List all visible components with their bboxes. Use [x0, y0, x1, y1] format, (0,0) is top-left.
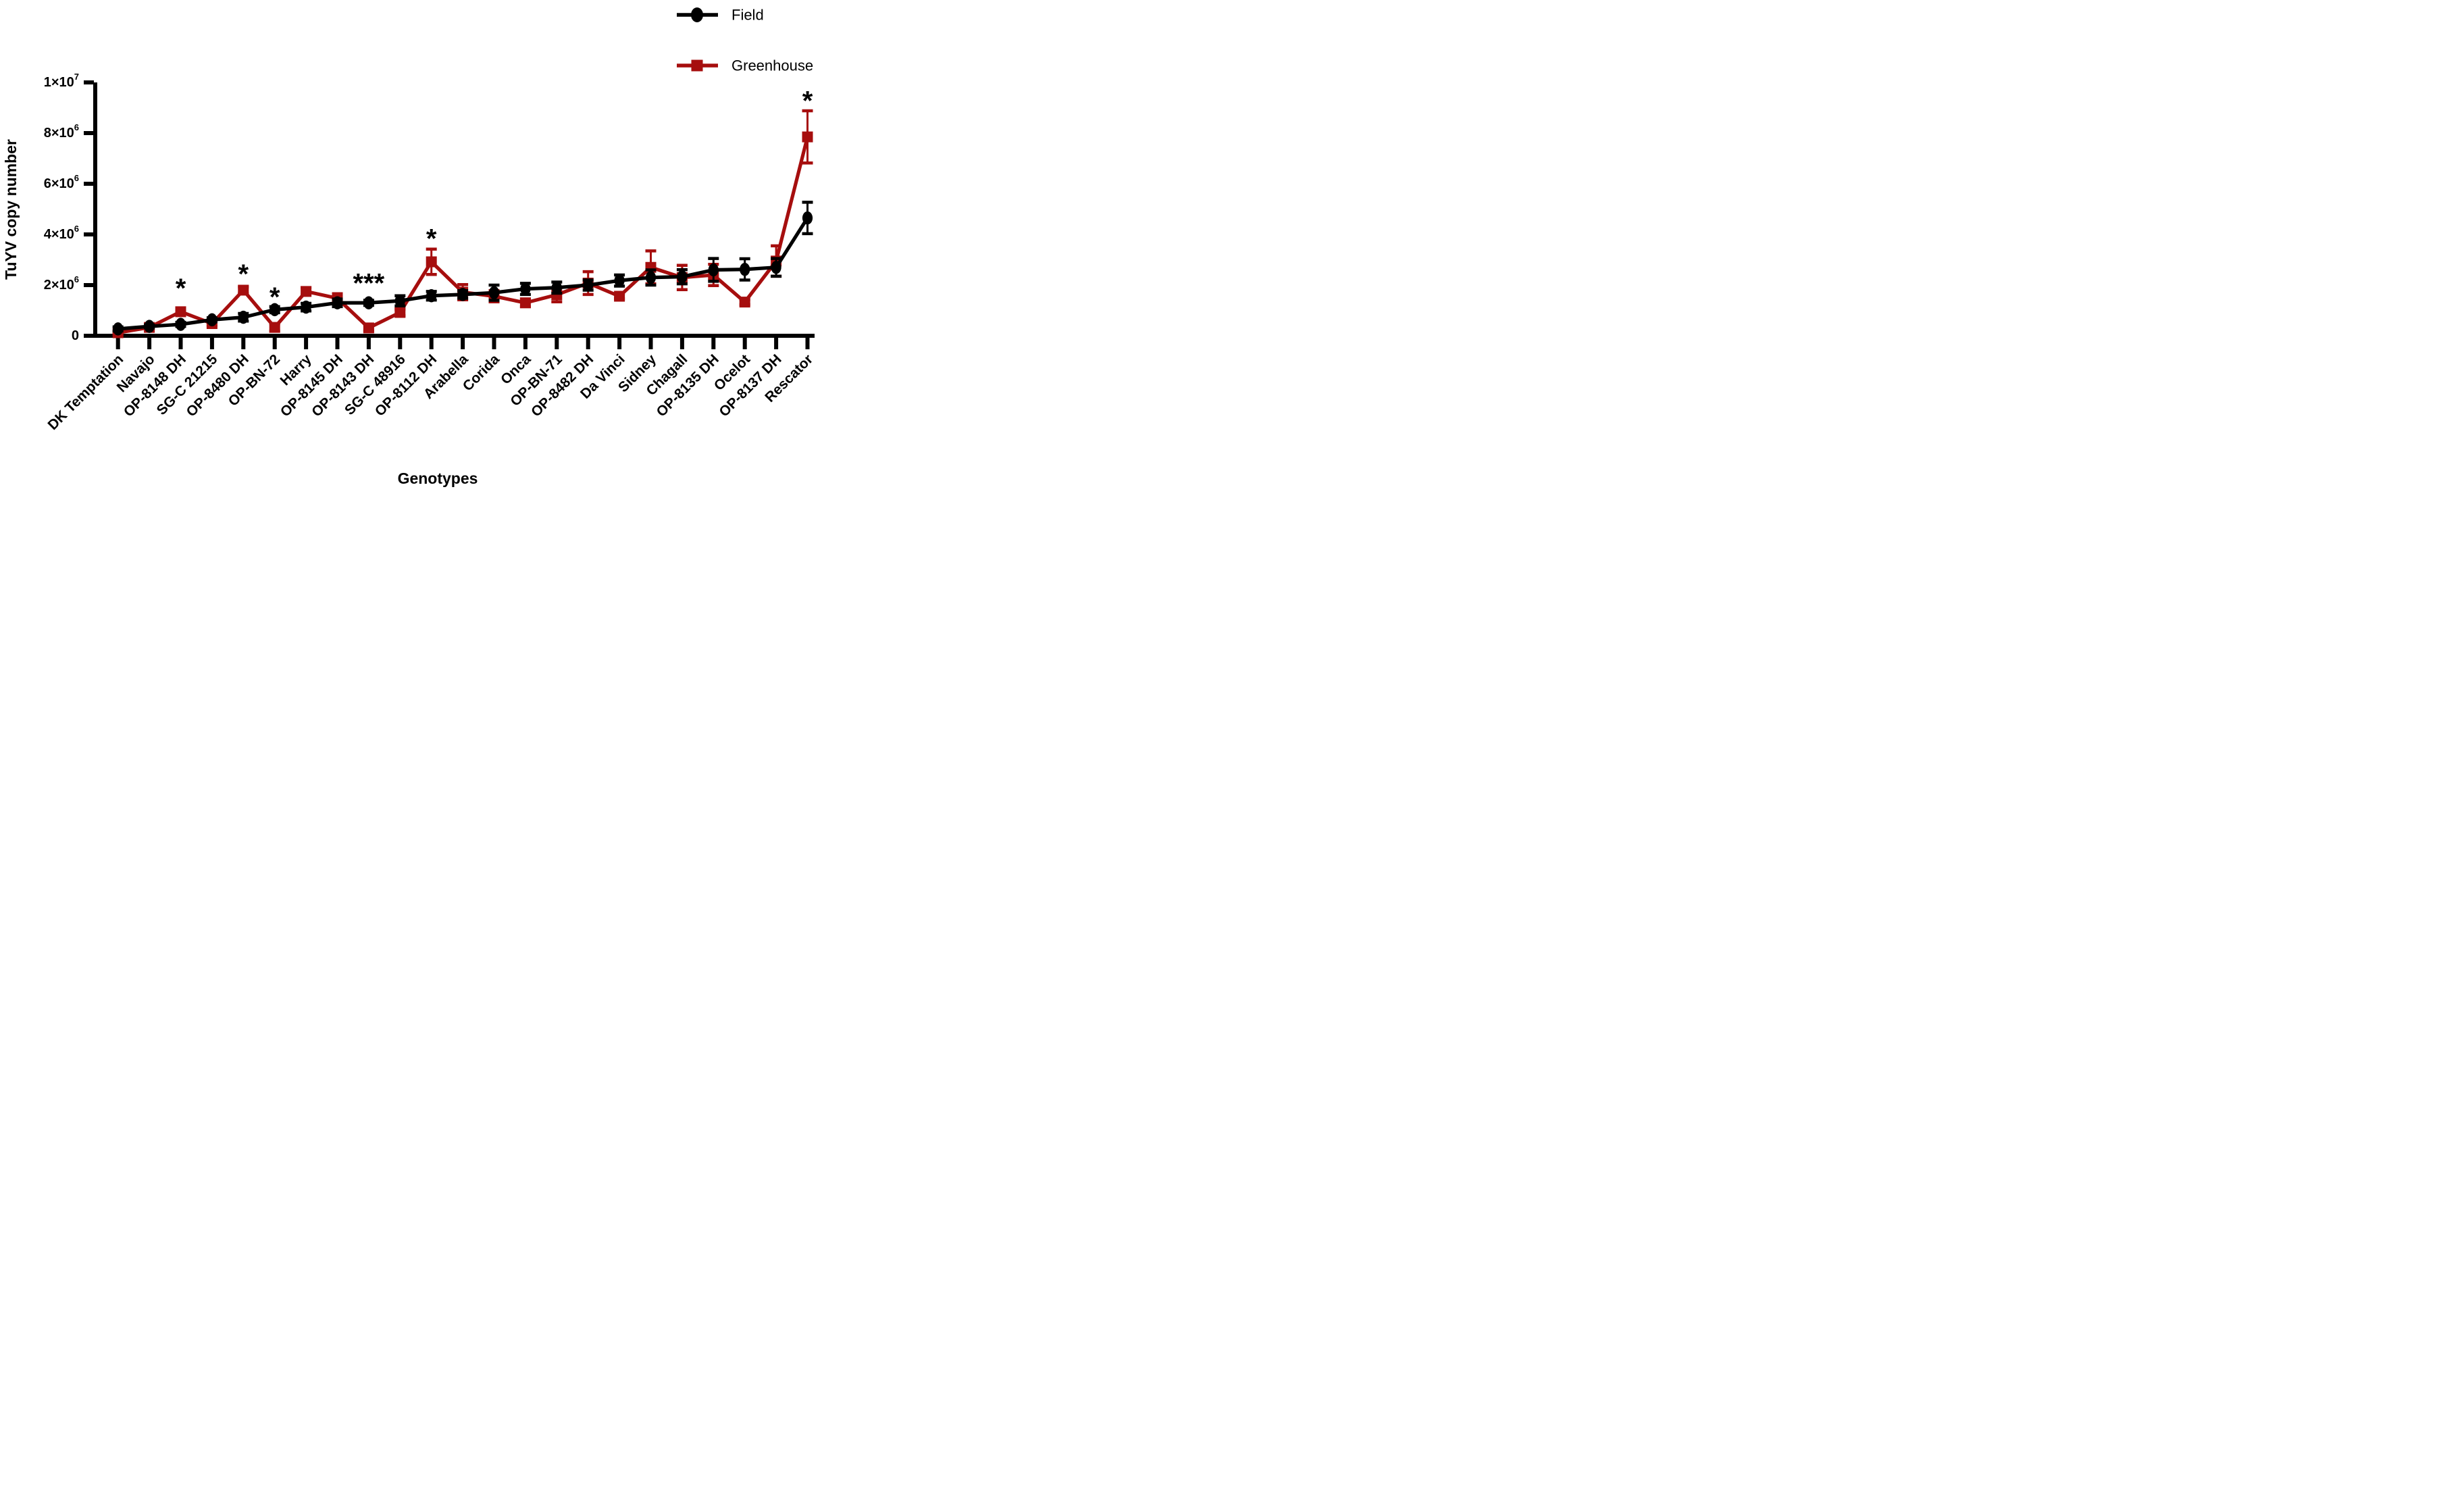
field-point: [270, 303, 280, 317]
y-tick-label: 8×106: [44, 122, 79, 141]
field-point: [677, 270, 688, 284]
field-point: [332, 296, 343, 310]
field-point: [457, 288, 468, 301]
field-point: [363, 296, 374, 310]
significance-asterisk: *: [238, 259, 249, 289]
field-point: [520, 282, 531, 296]
field-series: [112, 201, 813, 336]
y-tick-label: 2×106: [44, 274, 79, 293]
legend: Field Greenhouse: [677, 7, 813, 74]
x-axis-title: Genotypes: [398, 470, 478, 487]
greenhouse-point: [802, 131, 813, 143]
legend-label: Field: [732, 7, 764, 24]
y-tick-label: 0: [72, 328, 79, 343]
greenhouse-point: [614, 291, 625, 302]
tuyv-copy-number-figure: 0 2×106 4×106 6×106 8×106 1×107 DK Temptation N…: [0, 0, 821, 497]
field-point: [614, 274, 625, 288]
field-point: [583, 278, 594, 292]
field-point: [802, 211, 813, 225]
field-point: [488, 286, 500, 300]
greenhouse-point: [269, 322, 280, 333]
greenhouse-point: [739, 297, 750, 308]
significance-asterisk: ***: [353, 268, 385, 298]
significance-asterisk: *: [426, 224, 437, 254]
legend-label: Greenhouse: [732, 57, 813, 74]
significance-asterisk: *: [802, 86, 813, 116]
y-axis-title-text: TuYV copy number: [2, 139, 20, 280]
field-point: [394, 294, 405, 308]
greenhouse-point: [301, 286, 312, 297]
field-point: [238, 310, 249, 324]
field-point: [426, 288, 437, 303]
greenhouse-series: [112, 109, 813, 338]
field-point: [771, 260, 781, 274]
y-tick-label: 1×107: [44, 72, 79, 91]
significance-asterisk: *: [176, 274, 186, 303]
field-point: [207, 313, 217, 327]
greenhouse-point: [363, 322, 374, 334]
significance-annotations: * ** *****: [176, 86, 813, 312]
field-point: [113, 322, 124, 336]
greenhouse-point: [175, 306, 186, 318]
legend-circle-marker: [691, 7, 703, 22]
legend-item-greenhouse: Greenhouse: [677, 57, 813, 74]
field-point: [301, 300, 311, 314]
significance-asterisk: *: [270, 282, 280, 312]
greenhouse-point: [394, 307, 406, 318]
greenhouse-point: [426, 256, 437, 268]
greenhouse-point: [519, 297, 531, 309]
legend-item-field: Field: [677, 7, 764, 24]
field-point: [144, 320, 155, 333]
greenhouse-line: [118, 136, 810, 335]
greenhouse-point: [238, 284, 249, 296]
field-point: [708, 263, 719, 277]
y-tick-label: 4×106: [44, 224, 79, 243]
y-tick-label: 6×106: [44, 173, 79, 192]
field-point: [740, 262, 750, 276]
x-tick-label-text: DK Temptation: [45, 351, 126, 433]
x-tick-label: DK Temptation: [45, 351, 126, 433]
field-point: [551, 280, 562, 295]
field-point: [175, 318, 186, 331]
field-point: [645, 270, 657, 284]
y-axis-title: TuYV copy number: [2, 139, 20, 280]
legend-square-marker: [691, 59, 703, 72]
